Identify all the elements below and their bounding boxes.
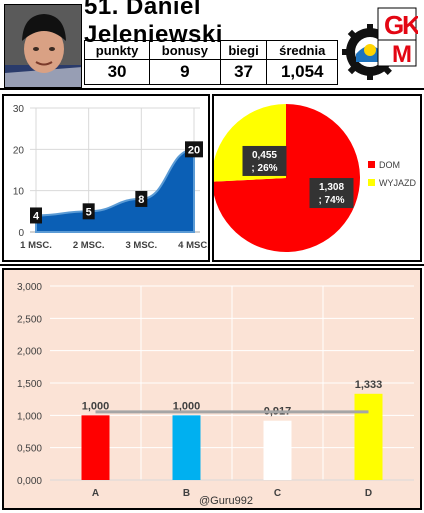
pie-legend-swatch (368, 161, 375, 168)
area-data-label-box (185, 141, 203, 158)
logo-letter-k: K (402, 10, 418, 40)
bar-data-label: 1,333 (355, 379, 383, 391)
stat-value-average: 1,054 (266, 59, 338, 85)
area-ytick-label: 30 (13, 104, 25, 115)
watermark-text: @Guru992 (199, 495, 253, 507)
area-category-label: 2 MSC. (73, 240, 105, 251)
pie-chart-panel: 1,308 ; 74% 0,455 ; 26% DOM WYJAZD (212, 94, 422, 262)
stats-table: punkty bonusy biegi średnia 30 9 37 1,05… (83, 40, 338, 85)
pie-data-label: ; 74% (318, 195, 344, 206)
bar-chart-panel: 0,000 0,500 1,000 1,500 2,000 2,500 3,000 1,000… (2, 268, 422, 510)
divider-top (0, 88, 424, 90)
bar-chart: 0,000 0,500 1,000 1,500 2,000 2,500 3,000 1,000… (17, 282, 414, 507)
area-data-label-box (30, 207, 42, 224)
rider-photo-image (5, 5, 81, 87)
pie-data-label: 0,455 (252, 150, 277, 161)
area-data-label: 20 (188, 144, 200, 156)
bar-category-label: C (274, 488, 281, 499)
area-category-label: 3 MSC. (125, 240, 157, 251)
stat-value-bonus: 9 (149, 59, 221, 85)
pie-legend-label: WYJAZD (379, 178, 416, 188)
club-logo: G K M (340, 4, 421, 84)
area-data-label: 8 (138, 194, 144, 206)
bar-d (354, 393, 383, 480)
pie-slice-dom (212, 104, 360, 252)
pie-legend-label: DOM (379, 160, 400, 170)
bar-ytick-label: 1,500 (17, 379, 42, 390)
bar-category-label: B (183, 488, 190, 499)
bar-ytick-label: 2,500 (17, 314, 42, 325)
logo-letter-m: M (392, 41, 412, 68)
pie-data-label-box (309, 178, 354, 209)
stat-label-average: średnia (266, 40, 338, 60)
area-category-label: 1 MSC. (20, 240, 52, 251)
divider-middle (0, 264, 424, 266)
area-ytick-label: 0 (18, 228, 24, 239)
bar-ytick-label: 0,000 (17, 476, 42, 487)
rider-name: 51. Daniel Jeleniewski (84, 0, 223, 48)
area-series (35, 148, 195, 233)
area-data-label: 4 (33, 210, 40, 222)
bar-ytick-label: 2,000 (17, 347, 42, 358)
area-chart: 0 10 20 30 4 5 8 20 1 MSC. 2 MSC. 3 MSC. 4 MSC. (13, 104, 210, 251)
rider-photo (4, 4, 82, 88)
bar-ytick-label: 3,000 (17, 282, 42, 293)
pie-data-label: ; 26% (251, 163, 277, 174)
bar-data-label: 1,000 (82, 400, 110, 412)
area-data-label: 5 (86, 206, 92, 218)
area-data-label-box (82, 203, 95, 220)
bar-a (81, 415, 110, 480)
stat-value-points: 30 (83, 59, 151, 85)
bar-b (172, 415, 201, 480)
bar-ytick-label: 1,000 (17, 411, 42, 422)
bar-data-label: 1,000 (173, 400, 201, 412)
logo-letter-g: G (384, 10, 404, 40)
pie-data-label: 1,308 (319, 182, 344, 193)
bar-category-label: D (365, 488, 372, 499)
bar-c (263, 420, 292, 480)
stat-label-points: punkty (83, 40, 151, 60)
area-ytick-label: 10 (13, 187, 25, 198)
pie-data-label-box (242, 145, 287, 176)
area-ytick-label: 20 (13, 145, 25, 156)
stat-label-heats: biegi (219, 40, 268, 60)
stat-label-bonus: bonusy (149, 40, 221, 60)
bar-ytick-label: 0,500 (17, 444, 42, 455)
stat-value-heats: 37 (219, 59, 268, 85)
area-category-label: 4 MSC. (178, 240, 208, 251)
pie-legend-swatch (368, 179, 375, 186)
area-data-label-box (135, 190, 148, 207)
pie-chart: 1,308 ; 74% 0,455 ; 26% DOM WYJAZD (212, 104, 416, 252)
bar-category-label: A (92, 488, 99, 499)
area-chart-panel: 0 10 20 30 4 5 8 20 1 MSC. 2 MSC. 3 MSC. 4 MSC. (2, 94, 210, 262)
gkm-logo-icon: G K M (342, 7, 421, 80)
